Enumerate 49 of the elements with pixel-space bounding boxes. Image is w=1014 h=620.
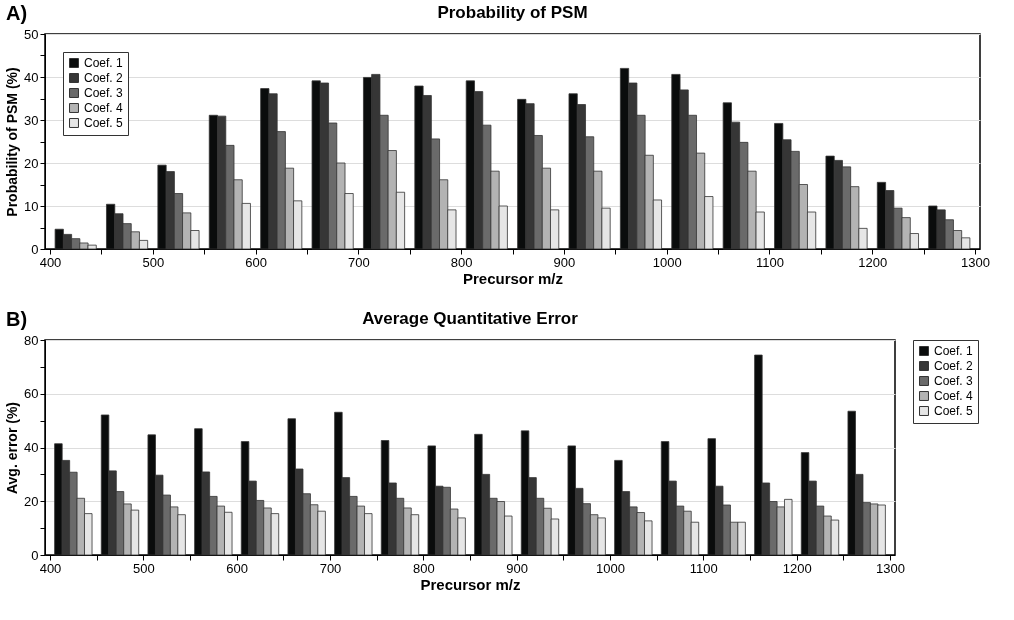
y-axis-title: Probability of PSM (%): [4, 67, 21, 217]
y-tick-label: 0: [31, 241, 39, 257]
x-axis-title: Precursor m/z: [462, 269, 564, 287]
y-tick-label: 0: [31, 547, 39, 563]
text: B): [6, 308, 28, 331]
y-tick-label: 40: [24, 440, 39, 455]
x-tick-label: 1100: [755, 254, 784, 270]
x-tick-label: 500: [142, 254, 165, 270]
x-tick-label: 700: [347, 254, 370, 270]
legend-label: Coef. 4: [84, 101, 124, 115]
y-tick-label: 60: [24, 386, 39, 402]
x-tick-label: 800: [412, 560, 435, 576]
x-tick-label: 1200: [782, 560, 812, 576]
legend-label: Coef. 4: [934, 389, 974, 403]
x-tick-label: 1300: [961, 254, 990, 270]
x-tick-label: 1300: [876, 560, 905, 576]
x-tick-label: 1000: [652, 254, 682, 270]
legend-label: Coef. 2: [934, 359, 974, 373]
legend-label: Coef. 5: [84, 116, 124, 130]
text: A): [6, 2, 28, 25]
y-tick-label: 20: [24, 155, 39, 171]
y-tick-label: 30: [24, 112, 39, 128]
x-axis-title: Precursor m/z: [420, 575, 521, 593]
chart-title: Probability of PSM: [437, 3, 588, 22]
y-tick-label: 50: [24, 26, 39, 42]
x-tick-label: 800: [450, 254, 473, 270]
x-tick-label: 1000: [596, 560, 625, 576]
x-tick-label: 500: [132, 560, 155, 576]
x-tick-label: 400: [39, 254, 62, 270]
legend-label: Coef. 3: [934, 374, 974, 388]
x-tick-label: 600: [226, 560, 249, 576]
x-tick-label: 900: [553, 254, 576, 270]
y-tick-label: 80: [24, 332, 39, 348]
y-tick-label: 40: [24, 69, 39, 85]
x-tick-label: 400: [39, 560, 62, 576]
legend-label: Coef. 5: [934, 404, 974, 418]
x-tick-label: 1100: [689, 560, 718, 576]
x-tick-label: 1200: [858, 254, 888, 270]
legend-label: Coef. 1: [84, 56, 124, 70]
x-tick-label: 700: [319, 560, 342, 576]
x-tick-label: 900: [506, 560, 529, 576]
legend-label: Coef. 3: [84, 86, 124, 100]
legend-label: Coef. 2: [84, 71, 124, 85]
x-tick-label: 600: [245, 254, 267, 270]
legend-label: Coef. 1: [934, 344, 974, 358]
y-tick-label: 10: [24, 198, 39, 214]
y-axis-title: Avg. error (%): [4, 401, 21, 495]
y-tick-label: 20: [24, 493, 39, 509]
chart-title: Average Quantitative Error: [362, 309, 579, 328]
